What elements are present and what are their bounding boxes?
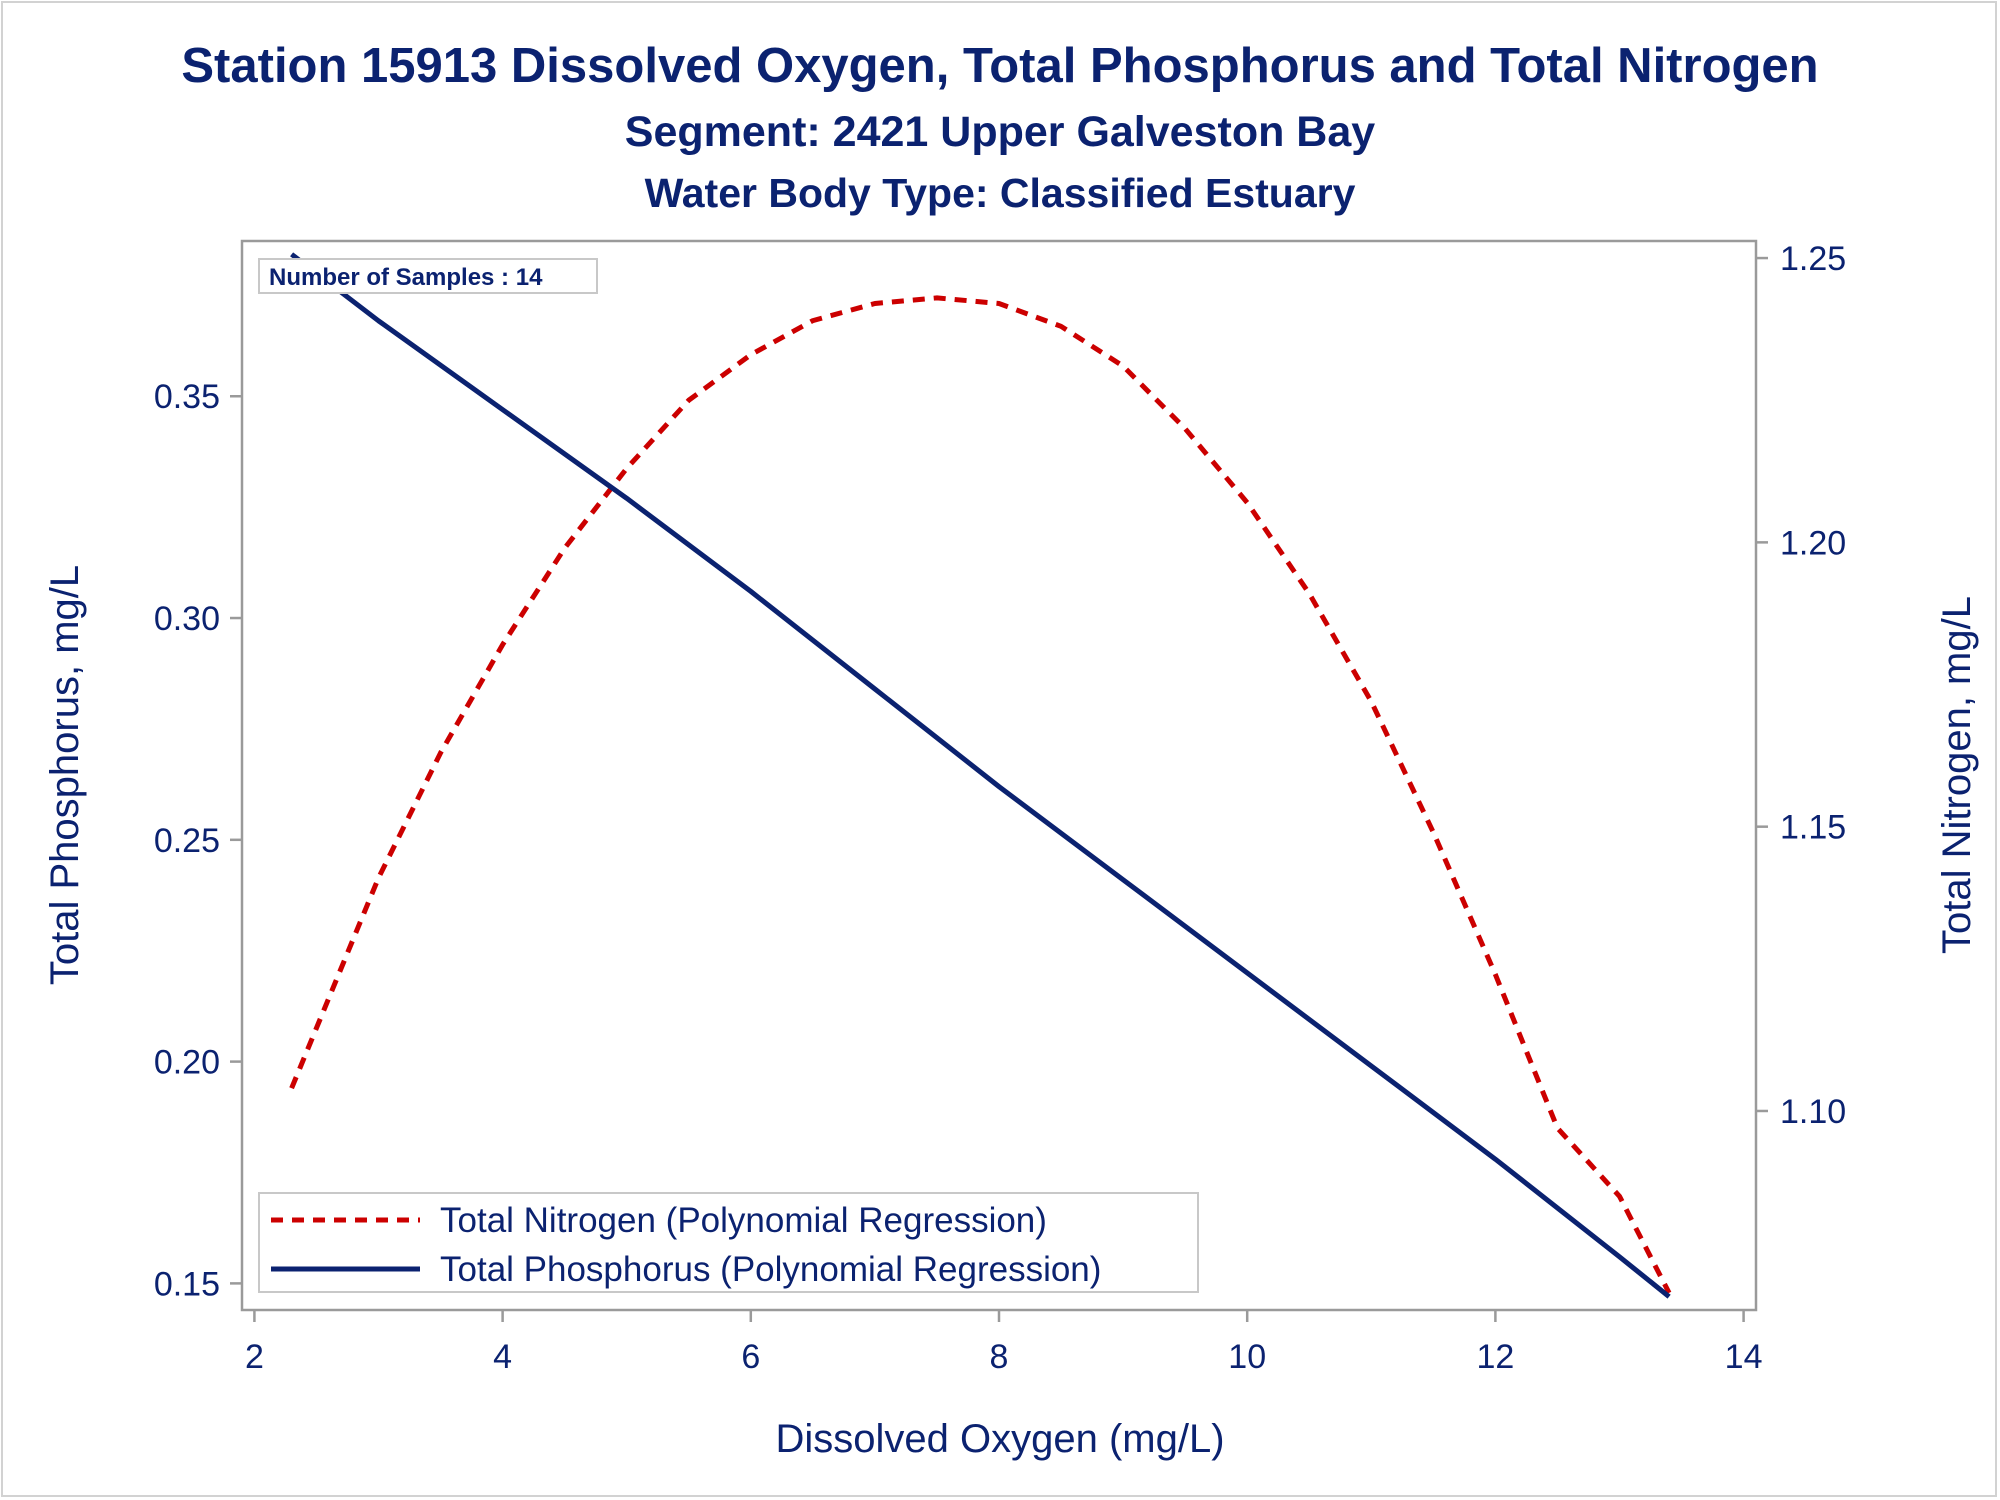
x-tick-label: 10 (1228, 1338, 1266, 1376)
y2-tick-label: 1.10 (1780, 1093, 1846, 1131)
legend-box (258, 1192, 1199, 1293)
series-layer (289, 252, 1672, 1299)
x-tick-label: 8 (990, 1338, 1009, 1376)
y2-tick-label: 1.20 (1780, 524, 1846, 562)
inset-box (258, 258, 598, 294)
y-tick-label: 0.35 (154, 378, 220, 416)
x-tick-label: 2 (245, 1338, 264, 1376)
x-tick-label: 12 (1476, 1338, 1514, 1376)
y-axis-left-title: Total Phosphorus, mg/L (43, 565, 87, 985)
y-axis-right-title: Total Nitrogen, mg/L (1935, 596, 1979, 954)
chart-title: Station 15913 Dissolved Oxygen, Total Ph… (181, 39, 1819, 93)
legend: Total Nitrogen (Polynomial Regression) T… (258, 1192, 1199, 1293)
x-tick-label: 6 (741, 1338, 760, 1376)
series-line-total-phosphorus (290, 252, 1671, 1299)
chart-subtitle-segment: Segment: 2421 Upper Galveston Bay (624, 108, 1376, 156)
chart-subtitle-water-body: Water Body Type: Classified Estuary (644, 170, 1356, 216)
legend-label-phosphorus: Total Phosphorus (Polynomial Regression) (440, 1250, 1101, 1289)
y-tick-label: 0.25 (154, 822, 220, 860)
y-tick-label: 0.20 (154, 1044, 220, 1082)
series-line-total-nitrogen (289, 295, 1672, 1295)
inset-label: Number of Samples : 14 (269, 264, 543, 291)
y2-tick-label: 1.25 (1780, 240, 1846, 278)
x-tick-label: 14 (1725, 1338, 1763, 1376)
y-axis-left: 0.15 0.20 0.25 0.30 0.35 (154, 378, 242, 1303)
x-tick-label: 4 (493, 1338, 512, 1376)
y-tick-label: 0.30 (154, 600, 220, 638)
legend-label-nitrogen: Total Nitrogen (Polynomial Regression) (440, 1201, 1047, 1240)
sample-count-inset: Number of Samples : 14 (258, 258, 598, 294)
plot-area (240, 239, 1758, 1312)
y2-tick-label: 1.15 (1780, 809, 1846, 847)
x-axis: 2 4 6 8 10 12 14 (245, 1310, 1763, 1376)
y-axis-right: 1.10 1.15 1.20 1.25 (1756, 240, 1846, 1131)
x-axis-title: Dissolved Oxygen (mg/L) (775, 1417, 1224, 1461)
y-tick-label: 0.15 (154, 1265, 220, 1303)
